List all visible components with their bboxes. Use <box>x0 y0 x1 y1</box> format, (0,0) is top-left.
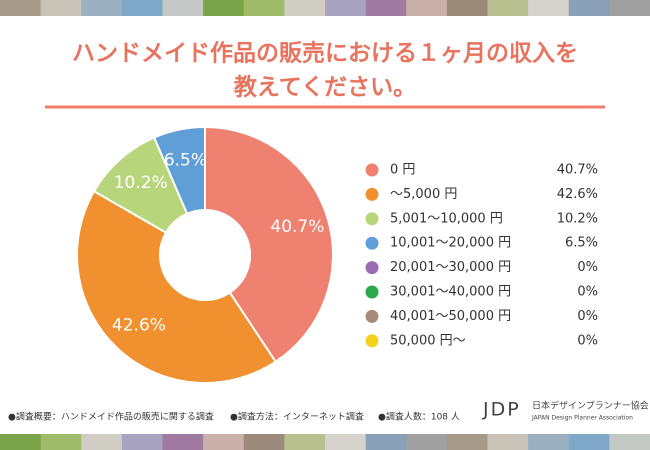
chart-title: 教えてください。 <box>234 74 416 101</box>
legend-label: 20,001〜30,000 円 <box>390 260 511 275</box>
legend-swatch <box>365 334 379 348</box>
stripe <box>609 434 650 450</box>
chart-title: ハンドメイド作品の販売における１ヶ月の収入を <box>72 41 578 67</box>
stripe <box>325 434 367 450</box>
stripe <box>446 0 488 16</box>
slice-label: 40.7% <box>270 217 324 237</box>
footer-note: ●調査人数：108 人 <box>378 411 460 423</box>
stripe <box>406 434 448 450</box>
slice-label: 10.2% <box>114 173 168 193</box>
legend-swatch <box>365 236 379 250</box>
stripe <box>162 434 204 450</box>
logo-name-en: JAPAN Design Planner Association <box>531 415 633 422</box>
stripe <box>284 434 326 450</box>
stripe <box>121 434 163 450</box>
stripe <box>121 0 163 16</box>
legend-value: 0% <box>577 285 598 300</box>
legend-value: 40.7% <box>557 163 598 178</box>
legend-value: 42.6% <box>557 187 598 202</box>
stripe <box>203 0 245 16</box>
stripe <box>487 0 529 16</box>
stripe <box>243 0 285 16</box>
legend-value: 0% <box>577 260 598 275</box>
footer-note: ●調査概要：ハンドメイド作品の販売に関する調査 <box>8 411 214 423</box>
legend: 0 円 40.7% 〜5,000 円 42.6% 5,001〜10,000 円 10.2%… <box>365 163 598 348</box>
stripe <box>365 0 407 16</box>
stripe <box>40 0 82 16</box>
legend-value: 0% <box>577 333 598 348</box>
legend-label: 30,001〜40,000 円 <box>390 285 511 300</box>
stripe <box>365 434 407 450</box>
legend-swatch <box>365 212 379 226</box>
stripe <box>325 0 367 16</box>
slice <box>152 125 206 216</box>
legend-label: 50,000 円〜 <box>390 333 466 348</box>
legend-label: 5,001〜10,000 円 <box>390 211 503 226</box>
slice-label: 6.5% <box>164 151 207 171</box>
logo-name: 日本デザインプランナー協会 <box>532 400 649 412</box>
stripe <box>284 0 326 16</box>
stripe <box>609 0 650 16</box>
legend-swatch <box>365 187 379 201</box>
stripe <box>0 0 42 16</box>
slice <box>76 189 277 384</box>
stripe <box>81 0 123 16</box>
stripe <box>0 434 42 450</box>
footer-note: ●調査方法：インターネット調査 <box>230 411 364 423</box>
stripe <box>40 434 82 450</box>
stripe <box>81 434 123 450</box>
stripe <box>528 434 570 450</box>
legend-swatch <box>365 309 379 323</box>
legend-swatch <box>365 285 379 299</box>
stripe <box>487 434 529 450</box>
stripe <box>243 434 285 450</box>
legend-label: 〜5,000 円 <box>390 187 457 202</box>
logo-mark: JDP <box>482 399 521 421</box>
legend-label: 0 円 <box>390 163 415 178</box>
legend-value: 0% <box>577 309 598 324</box>
donut-chart: 40.7% 42.6% 10.2%6.5% <box>76 125 334 384</box>
legend-swatch <box>365 163 379 177</box>
stripe <box>406 0 448 16</box>
slice-label: 42.6% <box>112 315 166 335</box>
legend-label: 40,001〜50,000 円 <box>390 309 511 324</box>
stripe <box>528 0 570 16</box>
stripe <box>568 0 610 16</box>
stripe <box>568 434 610 450</box>
stripe <box>203 434 245 450</box>
legend-value: 6.5% <box>565 236 598 251</box>
stripe <box>446 434 488 450</box>
stripe <box>162 0 204 16</box>
legend-value: 10.2% <box>557 211 598 226</box>
legend-label: 10,001〜20,000 円 <box>390 236 511 251</box>
legend-swatch <box>365 261 379 275</box>
